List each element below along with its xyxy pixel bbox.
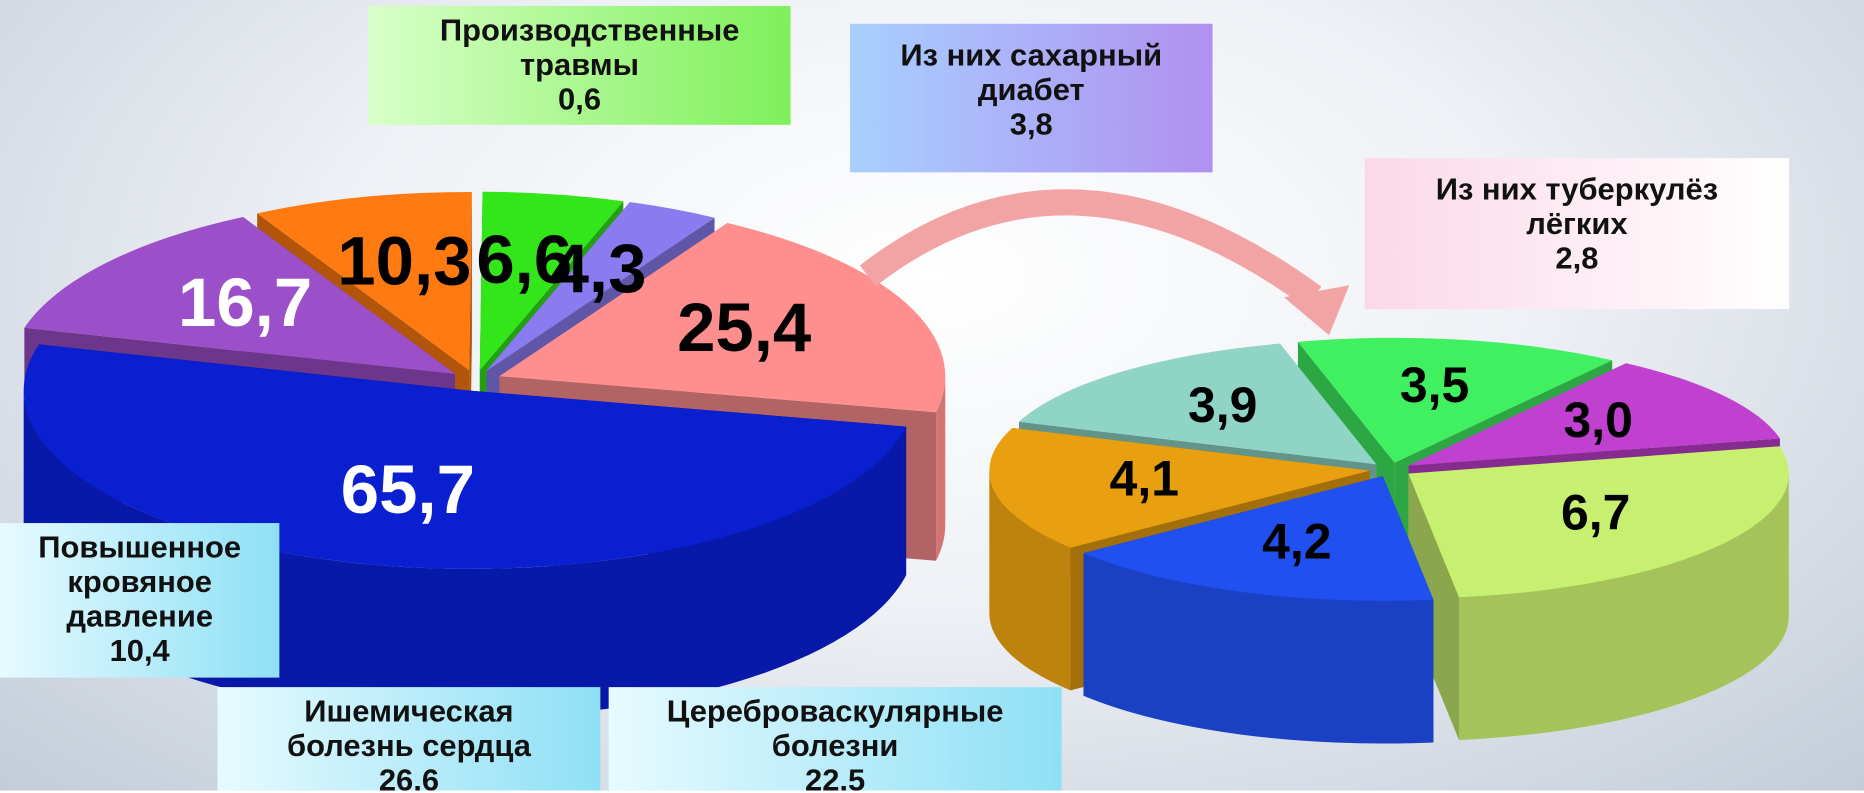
callout-text: Из них сахарный диабет	[850, 38, 1213, 107]
callout-text: Из них туберкулёз лёгких	[1365, 172, 1789, 241]
arrow	[868, 202, 1314, 297]
value-label: 6,7	[1561, 485, 1630, 541]
callout-value: 0,6	[369, 82, 791, 116]
callout-value: 2,8	[1365, 241, 1789, 275]
page: 16,710,36,64,325,465,73,93,53,06,74,24,1…	[0, 0, 1864, 793]
value-label: 65,7	[341, 451, 475, 528]
value-label: 3,9	[1188, 377, 1257, 433]
value-label: 3,0	[1563, 392, 1632, 448]
value-label: 10,3	[337, 223, 471, 300]
value-label: 25,4	[677, 289, 811, 366]
callout-text: Повышенное кровяное давление	[0, 530, 279, 633]
callout-value: 22,5	[609, 763, 1062, 790]
callout-value: 10,4	[0, 634, 279, 668]
callout-text: Производственные травмы	[369, 13, 791, 82]
value-label: 4,2	[1262, 514, 1331, 570]
value-label: 3,5	[1400, 357, 1469, 413]
callout-text: Ишемическая болезнь сердца	[218, 694, 601, 763]
callout-value: 3,8	[850, 107, 1213, 141]
value-label: 4,1	[1110, 451, 1179, 507]
value-label: 4,3	[551, 230, 647, 307]
callout-value: 26,6	[218, 763, 601, 790]
value-label: 16,7	[178, 264, 312, 341]
callout-text: Цереброваскулярные болезни	[609, 694, 1062, 763]
slide: 16,710,36,64,325,465,73,93,53,06,74,24,1…	[0, 0, 1864, 791]
